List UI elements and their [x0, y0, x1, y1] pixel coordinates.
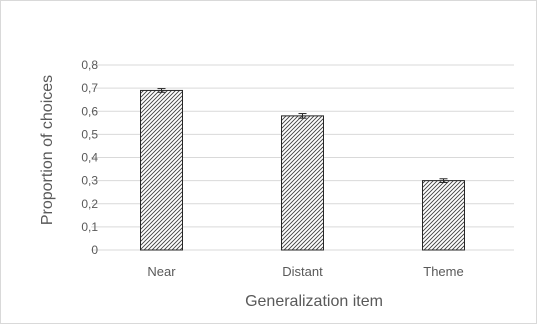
- error-bar: [298, 113, 307, 119]
- bar-distant: [281, 115, 324, 251]
- y-tick-label: 0,4: [81, 151, 98, 165]
- y-tick-label: 0,2: [81, 197, 98, 211]
- y-tick-label: 0,1: [81, 220, 98, 234]
- y-tick-label: 0,3: [81, 174, 98, 188]
- bar-theme: [422, 180, 465, 251]
- x-tick-label: Near: [147, 264, 176, 279]
- y-tick-label: 0,8: [81, 58, 98, 72]
- error-bar: [439, 178, 448, 183]
- bar-near: [140, 89, 183, 251]
- bars: [140, 88, 465, 251]
- x-tick-label: Theme: [423, 264, 463, 279]
- y-tick-label: 0: [91, 243, 98, 257]
- x-tick-labels: Near Distant Theme: [147, 264, 463, 279]
- x-tick-label: Distant: [282, 264, 323, 279]
- y-axis-title: Proportion of choices: [39, 75, 56, 225]
- x-axis-title: Generalization item: [245, 293, 383, 310]
- y-tick-label: 0,6: [81, 104, 98, 118]
- y-tick-label: 0,7: [81, 81, 98, 95]
- error-bar: [157, 88, 166, 93]
- y-tick-labels: 0 0,1 0,2 0,3 0,4 0,5 0,6 0,7 0,8: [81, 58, 98, 257]
- y-tick-label: 0,5: [81, 127, 98, 141]
